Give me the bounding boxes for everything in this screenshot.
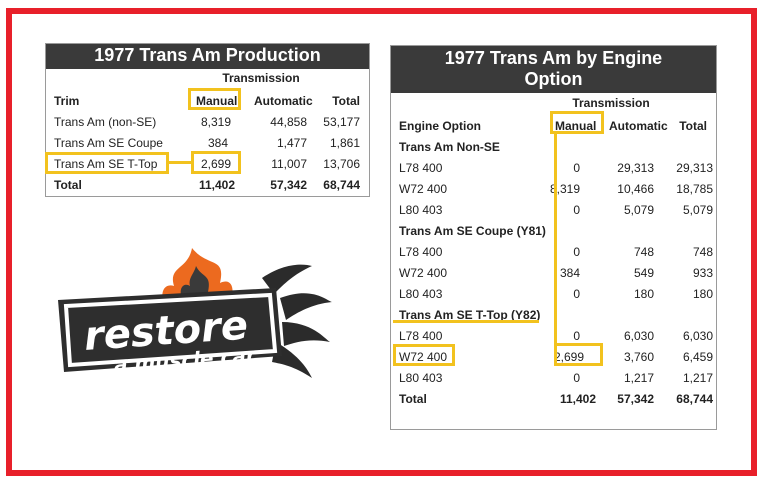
highlight-vertical-connector: [554, 134, 557, 344]
production-transmission-header: Transmission: [222, 71, 300, 85]
table-row: L80 403 0 180 180: [399, 287, 713, 301]
table-row: L80 403 0 1,217 1,217: [399, 371, 713, 385]
col-trim: Trim: [54, 94, 80, 108]
engine-total-row: Total 11,402 57,342 68,744: [399, 392, 713, 406]
table-row: W72 400 8,319 10,466 18,785: [399, 182, 713, 196]
highlight-connector: [168, 161, 193, 164]
table-row: L78 400 0 6,030 6,030: [399, 329, 713, 343]
table-row: L78 400 0 29,313 29,313: [399, 161, 713, 175]
col-total: Total: [332, 94, 360, 108]
table-row: Trans Am (non-SE) 8,319 44,858 53,177: [54, 115, 360, 129]
engine-transmission-header: Transmission: [572, 96, 650, 110]
table-row: L78 400 0 748 748: [399, 245, 713, 259]
production-total-row: Total 11,402 57,342 68,744: [54, 178, 360, 192]
table-row: L80 403 0 5,079 5,079: [399, 203, 713, 217]
section-row: Trans Am Non-SE: [399, 140, 500, 154]
table-row: W72 400 2,699 3,760 6,459: [399, 350, 713, 364]
engine-title: 1977 Trans Am by Engine Option: [391, 46, 716, 93]
table-row: Trans Am SE Coupe 384 1,477 1,861: [54, 136, 360, 150]
section-row: Trans Am SE T-Top (Y82): [399, 308, 541, 322]
table-row: Trans Am SE T-Top 2,699 11,007 13,706: [54, 157, 360, 171]
production-header-row: Trim Manual Automatic Total: [46, 91, 369, 112]
production-title: 1977 Trans Am Production: [46, 44, 369, 69]
logo-text-restore: restore: [82, 303, 249, 360]
col-automatic: Automatic: [254, 94, 313, 108]
col-manual: Manual: [196, 94, 238, 108]
engine-table: 1977 Trans Am by Engine Option Transmiss…: [390, 45, 717, 430]
engine-header-row: Engine Option Manual Automatic Total: [399, 119, 707, 133]
restore-a-muscle-car-logo: restore a muscle car: [58, 248, 332, 378]
highlight-ttop-underline: [393, 320, 539, 323]
production-table: 1977 Trans Am Production Transmission Tr…: [45, 43, 370, 197]
section-row: Trans Am SE Coupe (Y81): [399, 224, 546, 238]
table-row: W72 400 384 549 933: [399, 266, 713, 280]
